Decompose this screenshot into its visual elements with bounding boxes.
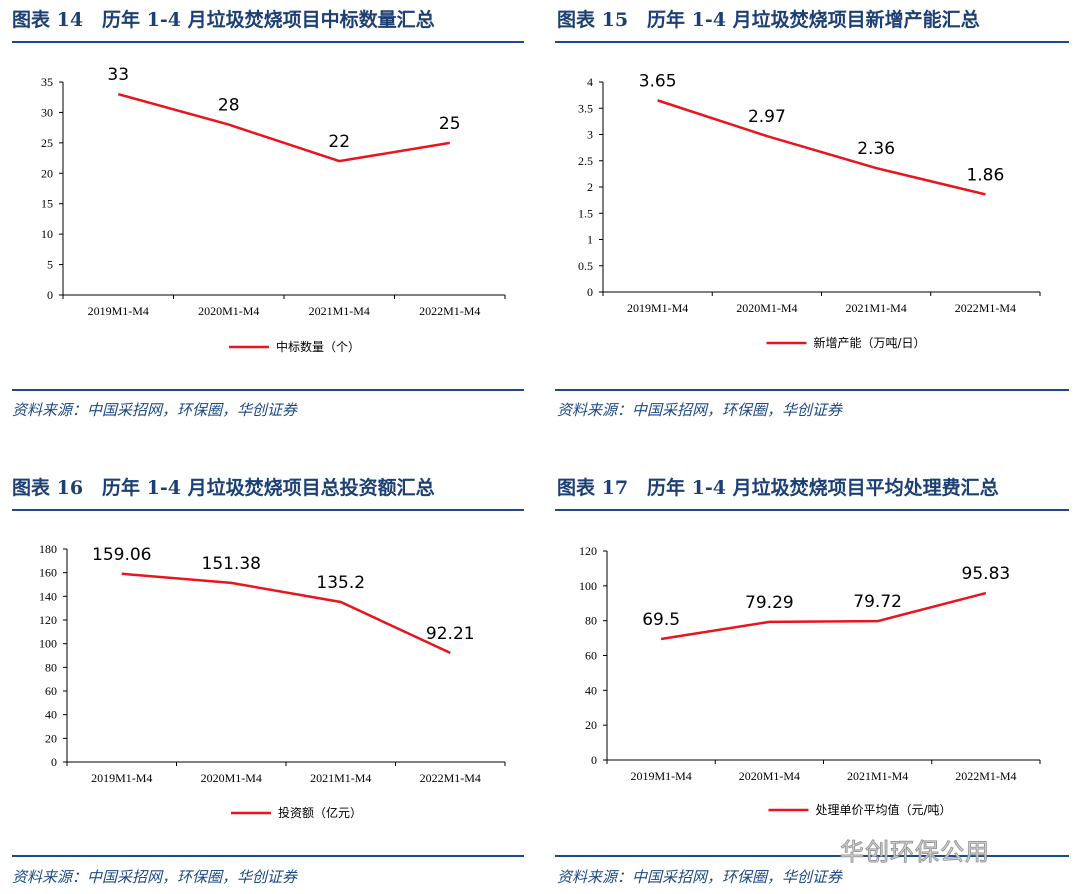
title-divider: [12, 509, 524, 511]
data-label: 22: [328, 132, 350, 152]
chart-14-source: 资料来源：中国采招网，环保圈，华创证券: [12, 401, 298, 419]
y-tick-label: 160: [39, 566, 57, 580]
y-tick-label: 15: [41, 197, 53, 211]
series-line: [657, 99, 986, 196]
series-line: [660, 591, 987, 641]
x-tick-label: 2021M1-M4: [310, 771, 371, 785]
x-tick-label: 2020M1-M4: [201, 771, 262, 785]
x-tick-label: 2019M1-M4: [630, 769, 691, 783]
y-tick-label: 80: [585, 614, 597, 628]
data-label: 92.21: [426, 624, 475, 644]
y-tick-label: 100: [579, 579, 597, 593]
data-label: 2.97: [748, 107, 786, 127]
y-tick-label: 0: [591, 753, 597, 767]
y-tick-label: 20: [585, 718, 597, 732]
y-tick-label: 1: [587, 233, 593, 247]
y-tick-label: 180: [39, 542, 57, 556]
source-divider: [555, 389, 1069, 391]
title-divider: [555, 509, 1069, 511]
x-tick-label: 2022M1-M4: [420, 771, 481, 785]
title-divider: [12, 41, 524, 43]
data-label: 151.38: [202, 554, 261, 574]
y-tick-label: 20: [41, 166, 53, 180]
x-tick-label: 2019M1-M4: [91, 771, 152, 785]
chart-14-title: 图表 14 历年 1-4 月垃圾焚烧项目中标数量汇总: [12, 9, 435, 31]
legend-label: 投资额（亿元）: [278, 805, 362, 820]
data-label: 3.65: [639, 71, 677, 91]
chart-17-source: 资料来源：中国采招网，环保圈，华创证券: [557, 868, 843, 886]
x-tick-label: 2020M1-M4: [736, 301, 797, 315]
data-label: 28: [218, 96, 240, 116]
y-tick-label: 100: [39, 637, 57, 651]
data-label: 79.72: [853, 592, 902, 612]
y-tick-label: 80: [45, 660, 57, 674]
y-tick-label: 2.5: [578, 154, 593, 168]
y-tick-label: 25: [41, 136, 53, 150]
y-tick-label: 120: [39, 613, 57, 627]
y-tick-label: 140: [39, 589, 57, 603]
data-label: 79.29: [745, 593, 794, 613]
data-label: 159.06: [92, 545, 151, 565]
x-tick-label: 2021M1-M4: [847, 769, 908, 783]
y-tick-label: 4: [587, 75, 593, 89]
data-label: 2.36: [857, 139, 895, 159]
chart-15-title: 图表 15 历年 1-4 月垃圾焚烧项目新增产能汇总: [557, 9, 980, 31]
legend-label: 中标数量（个）: [276, 339, 360, 354]
y-tick-label: 30: [41, 105, 53, 119]
y-tick-label: 2: [587, 180, 593, 194]
y-tick-label: 60: [585, 649, 597, 663]
watermark: 华创环保公用: [840, 838, 990, 867]
x-tick-label: 2019M1-M4: [88, 304, 149, 318]
data-label: 69.5: [642, 610, 680, 630]
y-tick-label: 1.5: [578, 206, 593, 220]
y-tick-label: 3: [587, 128, 593, 142]
chart-16-title: 图表 16 历年 1-4 月垃圾焚烧项目总投资额汇总: [12, 477, 435, 499]
y-tick-label: 40: [45, 708, 57, 722]
series-line: [117, 92, 450, 163]
chart-15-source: 资料来源：中国采招网，环保圈，华创证券: [557, 401, 843, 419]
data-label: 95.83: [962, 564, 1011, 584]
x-tick-label: 2021M1-M4: [309, 304, 370, 318]
y-tick-label: 40: [585, 683, 597, 697]
data-label: 25: [439, 114, 461, 134]
y-tick-label: 20: [45, 731, 57, 745]
title-divider: [555, 41, 1069, 43]
source-divider: [555, 855, 1069, 857]
chart-16-source: 资料来源：中国采招网，环保圈，华创证券: [12, 868, 298, 886]
legend-label: 新增产能（万吨/日）: [814, 335, 926, 350]
series-line: [121, 572, 451, 655]
legend-label: 处理单价平均值（元/吨）: [816, 802, 952, 817]
data-label: 1.86: [966, 165, 1004, 185]
x-tick-label: 2022M1-M4: [955, 301, 1016, 315]
y-tick-label: 5: [47, 258, 53, 272]
source-divider: [12, 855, 524, 857]
x-tick-label: 2020M1-M4: [739, 769, 800, 783]
data-label: 135.2: [316, 573, 365, 593]
chart-17-title: 图表 17 历年 1-4 月垃圾焚烧项目平均处理费汇总: [557, 477, 999, 499]
y-tick-label: 120: [579, 544, 597, 558]
y-tick-label: 35: [41, 75, 53, 89]
x-tick-label: 2022M1-M4: [955, 769, 1016, 783]
x-tick-label: 2021M1-M4: [845, 301, 906, 315]
x-tick-label: 2019M1-M4: [627, 301, 688, 315]
y-tick-label: 60: [45, 684, 57, 698]
x-tick-label: 2022M1-M4: [419, 304, 480, 318]
x-tick-label: 2020M1-M4: [198, 304, 259, 318]
y-tick-label: 3.5: [578, 101, 593, 115]
data-label: 33: [107, 65, 129, 85]
y-tick-label: 0.5: [578, 259, 593, 273]
y-tick-label: 0: [51, 755, 57, 769]
source-divider: [12, 389, 524, 391]
y-tick-label: 10: [41, 227, 53, 241]
y-tick-label: 0: [47, 288, 53, 302]
y-tick-label: 0: [587, 285, 593, 299]
